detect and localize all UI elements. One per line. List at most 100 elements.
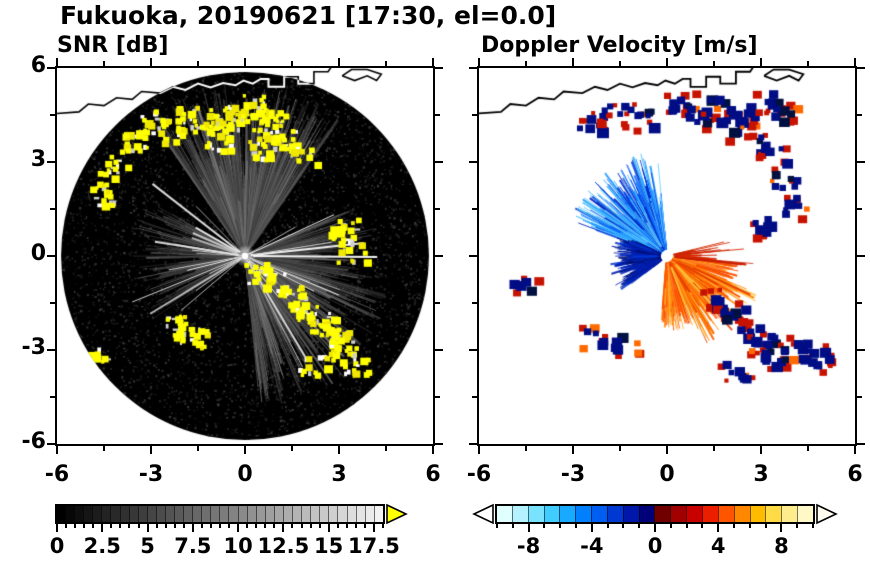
y-tick-label: 0: [30, 241, 46, 266]
axis-tick: [432, 58, 434, 66]
snr-colorbar-tick-minor: [110, 524, 113, 528]
axis-tick: [478, 58, 480, 66]
axis-tick: [244, 446, 246, 454]
axis-tick-minor: [385, 446, 387, 451]
snr-colorbar-segment: [246, 506, 256, 522]
axis-tick: [469, 349, 477, 351]
snr-colorbar-tick: [237, 524, 240, 532]
axis-tick: [857, 443, 865, 445]
snr-colorbar-segment: [319, 506, 329, 522]
doppler-colorbar-label: -8: [516, 534, 541, 558]
x-tick-label: 0: [659, 462, 675, 487]
doppler-colorbar-tick-minor: [622, 524, 625, 528]
doppler-colorbar-tick-minor: [669, 524, 672, 528]
snr-colorbar-segment: [328, 506, 338, 522]
doppler-colorbar-tick-minor: [638, 524, 641, 528]
axis-tick: [435, 349, 443, 351]
axis-tick: [435, 67, 443, 69]
snr-colorbar-tick: [56, 524, 58, 532]
snr-colorbar-label: 10: [223, 534, 253, 558]
snr-colorbar-segment: [210, 506, 220, 522]
doppler-colorbar-segment: [543, 506, 560, 522]
snr-colorbar-segment: [346, 506, 356, 522]
snr-colorbar-tick-minor: [273, 524, 276, 528]
axis-tick: [854, 58, 856, 66]
snr-colorbar-tick-minor: [182, 524, 185, 528]
axis-tick: [469, 67, 477, 69]
snr-colorbar-segment: [228, 506, 238, 522]
snr-colorbar-tick-minor: [65, 524, 68, 528]
axis-tick-minor: [472, 114, 477, 116]
axis-tick-minor: [619, 61, 621, 66]
snr-colorbar-segment: [364, 506, 374, 522]
doppler-colorbar-segment: [527, 506, 544, 522]
snr-colorbar-segment: [255, 506, 265, 522]
snr-colorbar-tick-minor: [336, 524, 339, 528]
doppler-colorbar: [495, 504, 815, 524]
axis-tick-minor: [50, 208, 55, 210]
x-tick-label: 6: [847, 462, 863, 487]
snr-colorbar-segment: [174, 506, 184, 522]
snr-colorbar-segment: [355, 506, 365, 522]
doppler-colorbar-segment: [765, 506, 782, 522]
axis-tick: [56, 58, 58, 66]
axis-tick-minor: [435, 208, 440, 210]
axis-tick: [857, 255, 865, 257]
doppler-radar-canvas: [479, 68, 855, 444]
axis-tick: [432, 446, 434, 454]
axis-tick-minor: [197, 446, 199, 451]
axis-tick-minor: [435, 114, 440, 116]
snr-colorbar-tick-minor: [92, 524, 95, 528]
axis-tick-minor: [807, 61, 809, 66]
axis-tick: [857, 67, 865, 69]
x-tick-label: 6: [425, 462, 441, 487]
axis-tick: [47, 67, 55, 69]
doppler-colorbar-tick: [654, 524, 656, 532]
snr-colorbar-segment: [282, 506, 293, 522]
doppler-colorbar-segment: [497, 506, 512, 522]
snr-colorbar-tick-minor: [200, 524, 203, 528]
doppler-colorbar-segment: [701, 506, 718, 522]
axis-tick-minor: [525, 61, 527, 66]
doppler-colorbar-segment: [559, 506, 576, 522]
axis-tick: [572, 446, 574, 454]
snr-colorbar-segment: [110, 506, 120, 522]
x-tick-label: 3: [753, 462, 769, 487]
doppler-colorbar-tick-minor: [748, 524, 751, 528]
axis-tick: [469, 443, 477, 445]
y-tick-label: 3: [30, 147, 46, 172]
snr-colorbar-tick-minor: [363, 524, 366, 528]
axis-tick: [435, 443, 443, 445]
snr-colorbar-tick-minor: [354, 524, 357, 528]
axis-tick-minor: [103, 61, 105, 66]
doppler-colorbar-tick: [527, 524, 530, 532]
axis-tick: [857, 349, 865, 351]
doppler-colorbar-tick-minor: [575, 524, 577, 528]
doppler-colorbar-segment: [686, 506, 702, 522]
y-tick-label: -3: [21, 335, 46, 360]
axis-tick: [47, 443, 55, 445]
axis-tick-minor: [472, 396, 477, 398]
axis-tick-minor: [472, 302, 477, 304]
doppler-colorbar-under-arrow-icon: [471, 503, 495, 525]
doppler-colorbar-segment: [606, 506, 623, 522]
doppler-colorbar-tick-minor: [606, 524, 609, 528]
y-tick-label: 6: [30, 53, 46, 78]
doppler-colorbar-tick-minor: [511, 524, 514, 528]
snr-colorbar-segment: [74, 506, 84, 522]
axis-tick: [572, 58, 574, 66]
doppler-colorbar-segment: [622, 506, 639, 522]
doppler-colorbar-segment: [591, 506, 607, 522]
axis-tick: [47, 161, 55, 163]
axis-tick-minor: [713, 446, 715, 451]
snr-colorbar-segment: [201, 506, 211, 522]
doppler-colorbar-segment: [733, 506, 750, 522]
axis-tick-minor: [857, 302, 862, 304]
axis-tick: [150, 446, 152, 454]
x-tick-label: 0: [237, 462, 253, 487]
snr-colorbar-tick: [191, 524, 194, 532]
axis-tick: [666, 446, 668, 454]
doppler-colorbar-segment: [717, 506, 734, 522]
snr-colorbar-segment: [92, 506, 102, 522]
axis-tick-minor: [291, 446, 293, 451]
